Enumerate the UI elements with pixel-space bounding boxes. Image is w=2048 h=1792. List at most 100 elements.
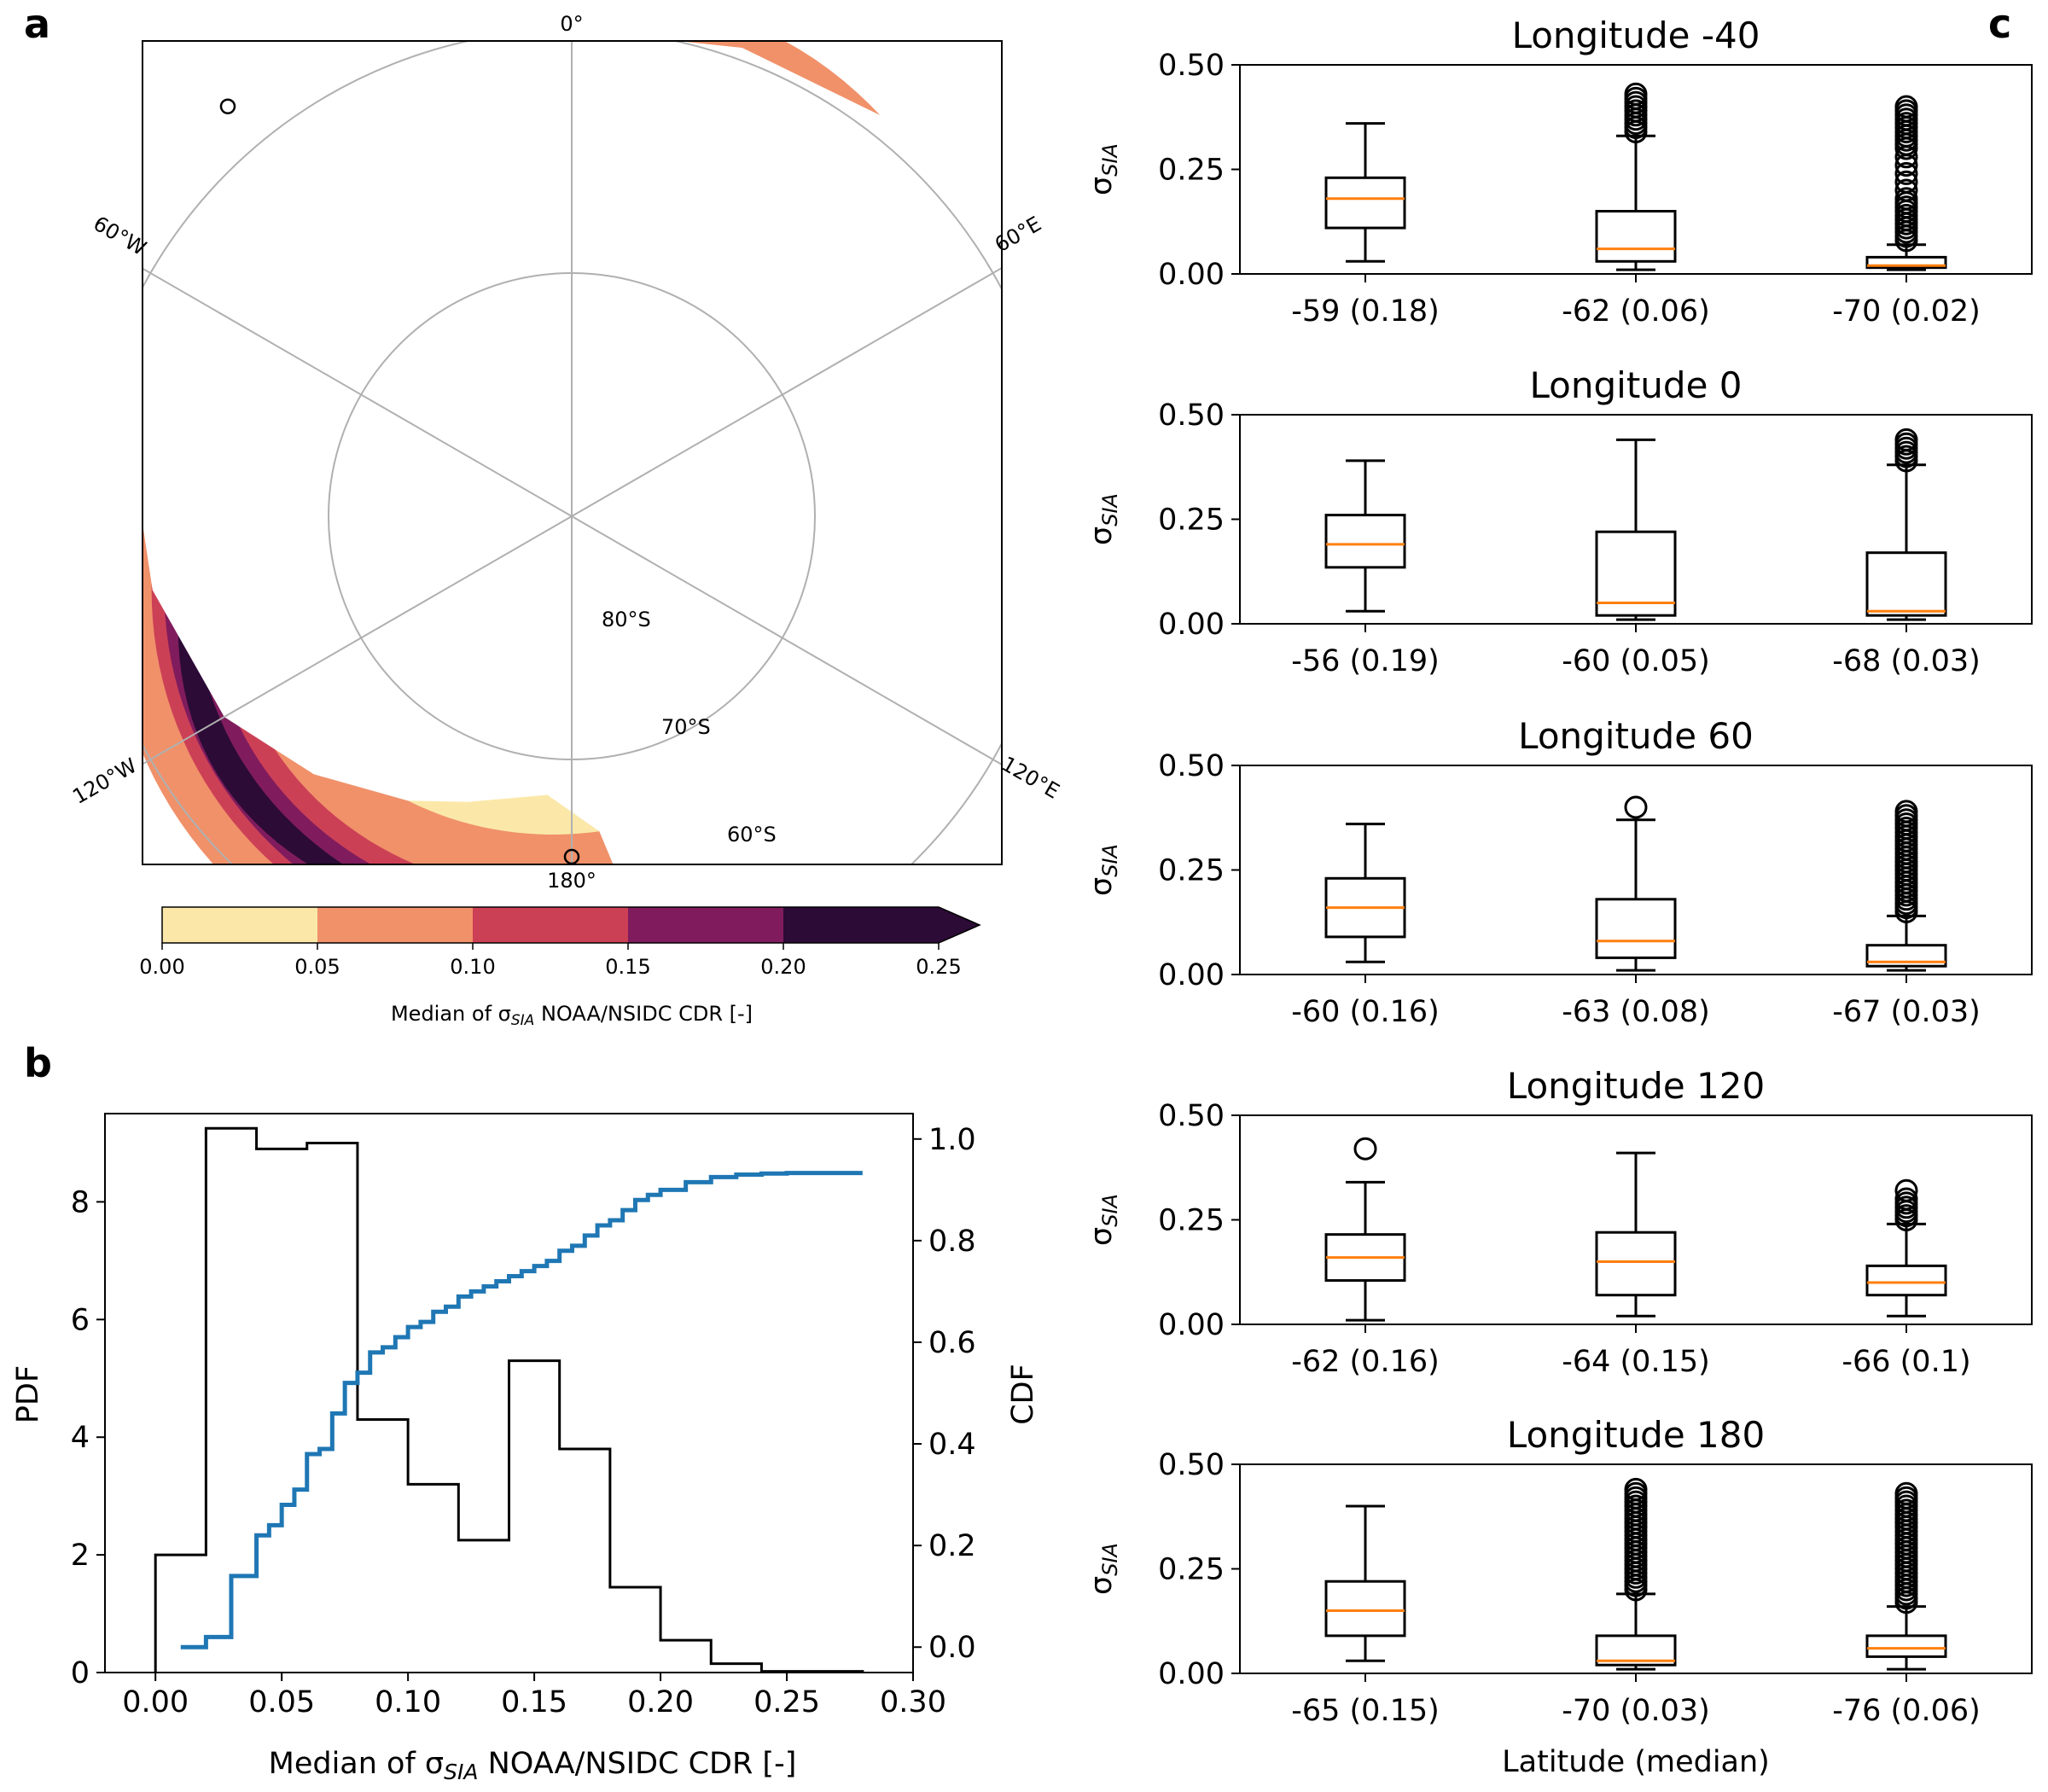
box-x-tick-label: -65 (0.15) bbox=[1291, 1694, 1440, 1728]
box-ylabel: σSIA bbox=[1085, 1543, 1122, 1595]
box bbox=[1595, 898, 1677, 959]
hist-y-tick-label-left: 0 bbox=[71, 1656, 90, 1690]
box bbox=[1865, 551, 1947, 617]
box-x-tick-label: -60 (0.05) bbox=[1562, 644, 1710, 678]
box-y-tick-label: 0.50 bbox=[1158, 749, 1225, 783]
colorbar-label: Median of σSIA NOAA/NSIDC CDR [-] bbox=[391, 1002, 753, 1029]
box-ylabel: σSIA bbox=[1085, 1194, 1122, 1246]
flier bbox=[1894, 428, 1918, 451]
box-x-tick-label: -59 (0.18) bbox=[1291, 294, 1440, 329]
histogram-panel: 0.00 0.05 0.10 0.15 0.20 0.25 0.30 0 2 4 6 8 0.0 0.2 0… bbox=[71, 1113, 976, 1719]
colorbar-tick-label: 0.05 bbox=[294, 955, 340, 979]
hist-y-tick-label-right: 0.2 bbox=[928, 1529, 976, 1563]
box-y-tick-label: 0.00 bbox=[1158, 608, 1225, 642]
graticule bbox=[143, 41, 1002, 864]
flier bbox=[1894, 1178, 1918, 1202]
hist-y-tick-label-left: 4 bbox=[71, 1421, 90, 1455]
box-x-tick-label: -70 (0.02) bbox=[1832, 294, 1981, 329]
colorbar-outline bbox=[161, 906, 981, 944]
flier bbox=[1894, 187, 1918, 211]
panel-label-a: a bbox=[24, 1, 50, 47]
box bbox=[1595, 210, 1677, 263]
boxplot-title: Longitude 0 bbox=[1530, 364, 1743, 406]
hist-x-tick-label: 0.15 bbox=[501, 1685, 567, 1719]
hist-x-tick-label: 0.20 bbox=[627, 1685, 694, 1719]
boxplot-1: Longitude 0 -56 (0.19) -60 (0.05) -68 (0.03… bbox=[1085, 364, 2033, 678]
hist-y-tick-label-right: 0.0 bbox=[928, 1631, 976, 1665]
box bbox=[1865, 1264, 1947, 1297]
colorbar-tick-label: 0.10 bbox=[450, 955, 495, 979]
colorbar-segment bbox=[162, 907, 318, 943]
hist-y-tick-label-left: 2 bbox=[71, 1539, 90, 1573]
box-x-tick-label: -66 (0.1) bbox=[1841, 1345, 1970, 1379]
box-xlabel: Latitude (median) bbox=[1502, 1745, 1770, 1779]
box-x-tick-label: -70 (0.03) bbox=[1562, 1694, 1710, 1728]
sample-point bbox=[1113, 826, 1126, 840]
boxplot-panels: Longitude -40 -59 (0.18) -62 (0.06) -70 (0.… bbox=[1085, 15, 2033, 1728]
hist-y-tick-label-right: 0.8 bbox=[928, 1225, 976, 1259]
meridian bbox=[571, 266, 1002, 517]
hist-xlabel: Median of σSIA NOAA/NSIDC CDR [-] bbox=[269, 1747, 797, 1784]
box bbox=[1595, 530, 1677, 617]
flier bbox=[1894, 161, 1918, 185]
box-ylabel: σSIA bbox=[1085, 493, 1122, 545]
lon-label-120w: 120°W bbox=[68, 753, 141, 809]
flier bbox=[1894, 1481, 1918, 1505]
hist-y-tick-label-right: 0.6 bbox=[928, 1326, 976, 1360]
boxplot-title: Longitude 120 bbox=[1507, 1065, 1765, 1107]
panel-label-b: b bbox=[24, 1040, 52, 1086]
colorbar-tick-label: 0.25 bbox=[916, 955, 961, 979]
box-y-tick-label: 0.25 bbox=[1158, 154, 1225, 188]
box-x-tick-label: -63 (0.08) bbox=[1562, 995, 1710, 1029]
lat-label-60s: 60°S bbox=[727, 823, 777, 847]
box-x-tick-label: -60 (0.16) bbox=[1291, 995, 1440, 1029]
hist-x-tick-label: 0.10 bbox=[375, 1685, 441, 1719]
flier bbox=[1894, 1187, 1918, 1211]
flier bbox=[1624, 795, 1648, 819]
flier bbox=[1894, 800, 1918, 823]
meridian bbox=[143, 267, 573, 517]
flier bbox=[1894, 178, 1918, 202]
sample-point bbox=[565, 1118, 579, 1132]
box bbox=[1865, 1634, 1947, 1658]
hist-y-tick-label-left: 6 bbox=[71, 1303, 90, 1337]
colorbar-segment bbox=[628, 907, 784, 943]
flier bbox=[1353, 1137, 1377, 1161]
box-x-tick-label: -62 (0.16) bbox=[1291, 1345, 1440, 1379]
box-x-tick-label: -76 (0.06) bbox=[1832, 1694, 1981, 1728]
box bbox=[1324, 1580, 1406, 1638]
colorbar-segment bbox=[783, 907, 940, 943]
box-y-tick-label: 0.00 bbox=[1158, 1657, 1225, 1691]
flier bbox=[1624, 1477, 1648, 1501]
hist-y-tick-label-right: 1.0 bbox=[928, 1123, 976, 1157]
box-y-tick-label: 0.50 bbox=[1158, 399, 1225, 433]
colorbar: 0.00 0.05 0.10 0.15 0.20 0.25 bbox=[139, 906, 981, 979]
box bbox=[1865, 255, 1947, 270]
boxplot-0: Longitude -40 -59 (0.18) -62 (0.06) -70 (0.… bbox=[1085, 15, 2033, 329]
hist-x-tick-label: 0.25 bbox=[753, 1685, 820, 1719]
boxplot-2: Longitude 60 -60 (0.16) -63 (0.08) -67 (0.0… bbox=[1085, 715, 2033, 1029]
boxplot-4: Longitude 180 -65 (0.15) -70 (0.03) -76 (0.… bbox=[1085, 1414, 2033, 1728]
hist-x-tick-label: 0.05 bbox=[248, 1685, 315, 1719]
box bbox=[1595, 1634, 1677, 1667]
map-frame bbox=[142, 40, 1003, 865]
colorbar-tick-label: 0.00 bbox=[139, 955, 184, 979]
boxplot-title: Longitude -40 bbox=[1512, 15, 1760, 56]
sample-point bbox=[1050, 230, 1063, 243]
flier bbox=[1894, 170, 1918, 194]
box-y-tick-label: 0.25 bbox=[1158, 1204, 1225, 1238]
box-x-tick-label: -64 (0.15) bbox=[1562, 1345, 1710, 1379]
box-y-tick-label: 0.50 bbox=[1158, 1099, 1225, 1133]
box-y-tick-label: 0.25 bbox=[1158, 854, 1225, 888]
lat-label-80s: 80°S bbox=[602, 608, 651, 631]
box-y-tick-label: 0.50 bbox=[1158, 1448, 1225, 1482]
flier bbox=[1624, 82, 1648, 106]
map-panel: 0° 60°E 120°E 180° 120°W 60°W 80°S 70°S … bbox=[68, 12, 1126, 1132]
sample-point bbox=[219, 98, 236, 114]
hist-y-tick-label-right: 0.4 bbox=[928, 1428, 976, 1462]
hist-x-tick-label: 0.00 bbox=[122, 1685, 189, 1719]
hist-x-tick-label: 0.30 bbox=[880, 1685, 946, 1719]
colorbar-tick-label: 0.15 bbox=[605, 955, 650, 979]
hist-ylabel-right: CDF bbox=[1006, 1364, 1040, 1425]
